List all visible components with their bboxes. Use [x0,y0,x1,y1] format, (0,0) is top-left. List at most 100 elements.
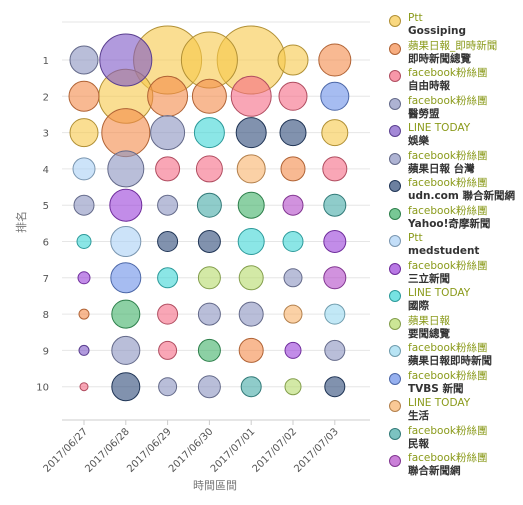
bubble[interactable] [79,382,89,392]
legend-marker-icon [389,290,401,302]
bubble[interactable] [284,378,302,396]
bubble[interactable] [197,230,221,253]
bubble[interactable] [283,304,303,324]
bubble[interactable] [323,230,347,253]
bubble[interactable] [157,267,179,289]
bubble[interactable] [197,302,221,326]
legend-source: facebook粉絲團 [408,424,488,437]
bubble[interactable] [318,43,352,77]
bubble[interactable] [237,228,265,255]
legend-item[interactable]: facebook粉絲團 udn.com 聯合新聞網 [386,177,523,205]
bubble[interactable] [240,376,262,398]
bubble[interactable] [193,117,225,149]
y-tick-label: 6 [43,238,49,249]
bubble[interactable] [237,191,265,219]
legend-source: facebook粉絲團 [408,204,488,217]
bubble[interactable] [111,299,141,329]
bubble[interactable] [157,231,179,252]
bubble[interactable] [278,81,308,111]
bubble[interactable] [282,231,304,252]
legend-item[interactable]: facebook粉絲團 聯合新聞網 [386,452,523,480]
bubble[interactable] [235,117,267,149]
legend-item[interactable]: facebook粉絲團 Yahoo!奇摩新聞 [386,205,523,233]
legend-item[interactable]: LINE TODAY 生活 [386,397,523,425]
legend-item[interactable]: 蘋果日報_即時新聞 即時新聞總覽 [386,40,523,68]
bubble[interactable] [284,341,302,359]
bubble[interactable] [197,266,221,290]
bubble[interactable] [324,376,346,398]
bubble[interactable] [323,266,347,290]
bubble[interactable] [280,156,306,182]
bubble[interactable] [78,344,90,356]
legend-item[interactable]: facebook粉絲團 TVBS 新聞 [386,370,523,398]
bubble[interactable] [158,377,178,397]
bubble[interactable] [196,192,222,218]
legend-item[interactable]: Ptt Gossiping [386,12,523,40]
bubble[interactable] [320,81,350,111]
y-tick-label: 1 [43,56,49,67]
legend-item[interactable]: facebook粉絲團 蘋果日報 台灣 [386,150,523,178]
legend-item[interactable]: LINE TODAY 娛樂 [386,122,523,150]
bubble[interactable] [77,271,91,285]
legend-category: medstudent [408,245,480,257]
y-tick-label: 4 [43,165,49,176]
legend-item[interactable]: facebook粉絲團 蘋果日報即時新聞 [386,342,523,370]
legend-item[interactable]: facebook粉絲團 三立新聞 [386,260,523,288]
bubble[interactable] [76,234,92,249]
bubble[interactable] [322,156,348,182]
bubble[interactable] [150,115,186,151]
bubble-layer [68,25,352,402]
legend-source: facebook粉絲團 [408,342,488,354]
legend-item[interactable]: LINE TODAY 國際 [386,287,523,315]
bubble[interactable] [323,193,347,217]
x-axis-title: 時間區間 [193,479,237,492]
bubble[interactable] [72,157,96,181]
bubble[interactable] [73,194,95,216]
bubble[interactable] [111,335,141,365]
bubble[interactable] [109,188,143,222]
bubble[interactable] [157,194,179,216]
bubble[interactable] [68,80,100,112]
bubble[interactable] [321,119,349,147]
bubble[interactable] [191,78,227,114]
bubble[interactable] [236,154,266,184]
bubble[interactable] [238,265,264,291]
legend-category: 民報 [408,437,429,450]
legend-item[interactable]: 蘋果日報 要聞總覽 [386,315,523,343]
legend-item[interactable]: Ptt medstudent [386,232,523,260]
bubble[interactable] [283,268,303,288]
bubble[interactable] [238,301,264,327]
bubble[interactable] [107,150,145,188]
bubble[interactable] [158,340,178,360]
legend-source: 蘋果日報 [408,314,450,327]
bubble[interactable] [324,303,346,325]
legend-item[interactable]: facebook粉絲團 醫勞盟 [386,95,523,123]
bubble[interactable] [277,44,309,76]
bubble[interactable] [69,45,99,75]
bubble[interactable] [110,262,142,294]
legend-marker-icon [389,70,401,82]
bubble[interactable] [195,155,223,183]
bubble[interactable] [155,156,181,182]
bubble[interactable] [230,75,272,117]
bubble[interactable] [110,226,142,257]
bubble[interactable] [324,339,346,361]
bubble[interactable] [279,119,307,147]
legend-source: Ptt [408,12,423,24]
legend-source: facebook粉絲團 [408,94,488,107]
bubble[interactable] [282,194,304,216]
bubble[interactable] [197,375,221,399]
bubble[interactable] [99,33,153,87]
bubble[interactable] [69,118,99,148]
bubble[interactable] [238,337,264,363]
bubble[interactable] [78,308,90,320]
bubble[interactable] [101,108,151,158]
legend-source: facebook粉絲團 [408,259,488,272]
bubble[interactable] [147,75,189,117]
legend-item[interactable]: facebook粉絲團 民報 [386,425,523,453]
bubble[interactable] [157,303,179,325]
legend-item[interactable]: facebook粉絲團 自由時報 [386,67,523,95]
bubble[interactable] [111,372,141,402]
bubble[interactable] [197,338,221,362]
legend-marker-icon [389,372,401,385]
